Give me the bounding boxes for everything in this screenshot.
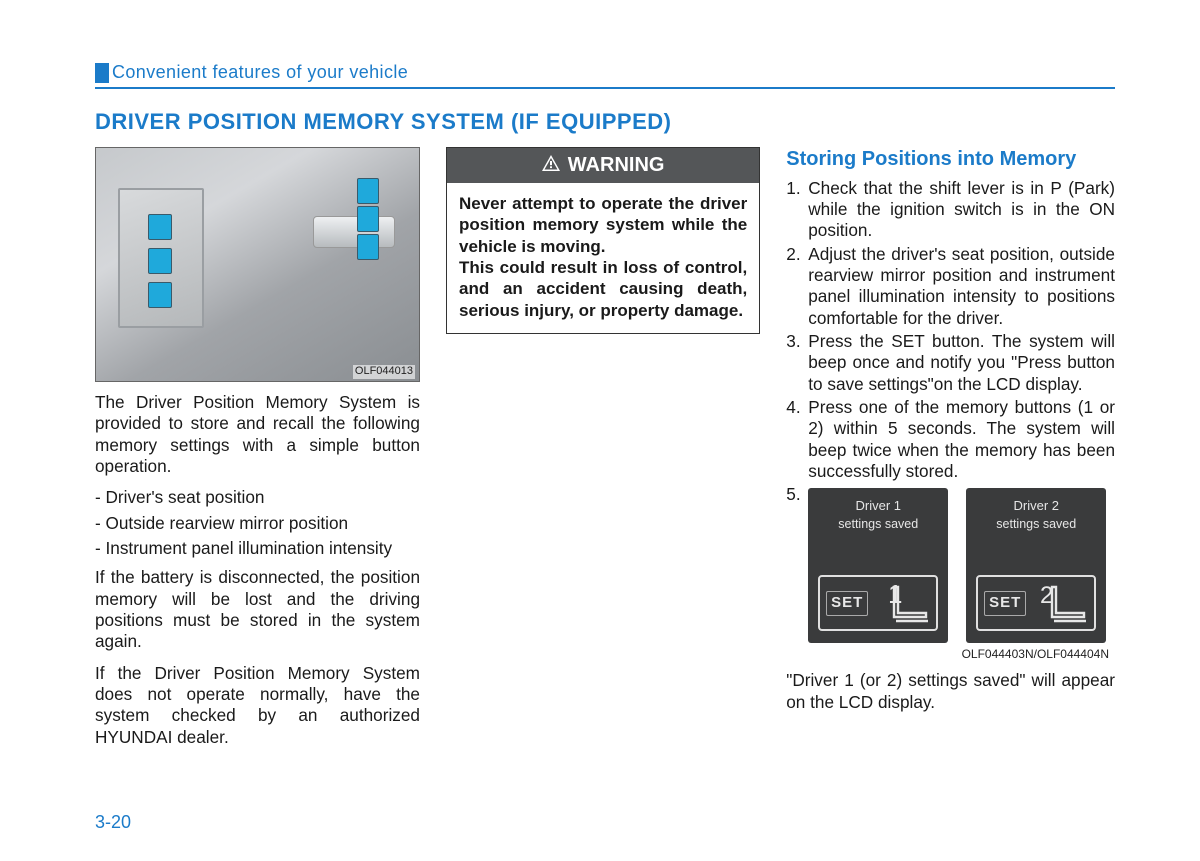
lcd-figure-label: OLF044403N/OLF044404N bbox=[808, 647, 1109, 662]
column-3: Storing Positions into Memory Check that… bbox=[786, 147, 1115, 758]
warning-body: Never attempt to operate the driver posi… bbox=[447, 183, 759, 333]
warning-p2: This could result in loss of control, an… bbox=[459, 258, 747, 320]
bullet-mirror: - Outside rearview mirror position bbox=[95, 513, 420, 534]
warning-header: WARNING bbox=[447, 148, 759, 183]
page-number: 3-20 bbox=[95, 812, 131, 833]
warning-box: WARNING Never attempt to operate the dri… bbox=[446, 147, 760, 334]
chapter-accent-bar bbox=[95, 63, 109, 83]
chapter-title: Convenient features of your vehicle bbox=[112, 62, 408, 83]
door-handle-illustration bbox=[313, 216, 395, 248]
step-3: Press the SET button. The system will be… bbox=[786, 331, 1115, 395]
lcd1-set: SET bbox=[826, 591, 868, 616]
battery-paragraph: If the battery is disconnected, the posi… bbox=[95, 567, 420, 652]
storing-heading: Storing Positions into Memory bbox=[786, 147, 1115, 172]
dealer-paragraph: If the Driver Position Memory System doe… bbox=[95, 663, 420, 748]
bullet-illumination: - Instrument panel illumination intensit… bbox=[95, 538, 420, 559]
lcd2-bottom: SET 2 bbox=[976, 575, 1096, 631]
step-1: Check that the shift lever is in P (Park… bbox=[786, 178, 1115, 242]
bullet-seat: - Driver's seat position bbox=[95, 487, 420, 508]
svg-text:1: 1 bbox=[888, 581, 902, 609]
warning-triangle-icon bbox=[542, 153, 560, 178]
figure-door-panel: OLF044013 bbox=[95, 147, 420, 382]
intro-paragraph: The Driver Position Memory System is pro… bbox=[95, 392, 420, 477]
memory-buttons-illustration bbox=[357, 178, 379, 262]
step-2: Adjust the driver's seat position, outsi… bbox=[786, 244, 1115, 329]
steps-list: Check that the shift lever is in P (Park… bbox=[786, 178, 1115, 483]
lcd2-set: SET bbox=[984, 591, 1026, 616]
section-title: DRIVER POSITION MEMORY SYSTEM (IF EQUIPP… bbox=[95, 109, 1115, 135]
lcd1-line1: Driver 1 bbox=[808, 498, 948, 514]
seat-1-icon: 1 bbox=[874, 581, 930, 625]
horizontal-rule bbox=[95, 87, 1115, 89]
after-paragraph: "Driver 1 (or 2) settings saved" will ap… bbox=[786, 670, 1115, 713]
figure-inset bbox=[118, 188, 204, 328]
lcd1-line2: settings saved bbox=[808, 517, 948, 533]
lcd2-line1: Driver 2 bbox=[966, 498, 1106, 514]
lcd-driver-1: Driver 1 settings saved SET 1 bbox=[808, 488, 948, 643]
lcd2-line2: settings saved bbox=[966, 517, 1106, 533]
warning-title: WARNING bbox=[568, 153, 665, 178]
column-2: WARNING Never attempt to operate the dri… bbox=[446, 147, 760, 758]
step-4: Press one of the memory buttons (1 or 2)… bbox=[786, 397, 1115, 482]
lcd-screens-row: Driver 1 settings saved SET 1 bbox=[808, 488, 1115, 643]
seat-2-icon: 2 bbox=[1032, 581, 1088, 625]
lcd1-bottom: SET 1 bbox=[818, 575, 938, 631]
warning-p1: Never attempt to operate the driver posi… bbox=[459, 194, 747, 256]
column-1: OLF044013 The Driver Position Memory Sys… bbox=[95, 147, 420, 758]
lcd-driver-2: Driver 2 settings saved SET 2 bbox=[966, 488, 1106, 643]
figure-label: OLF044013 bbox=[353, 365, 415, 379]
chapter-header: Convenient features of your vehicle bbox=[95, 62, 1115, 83]
